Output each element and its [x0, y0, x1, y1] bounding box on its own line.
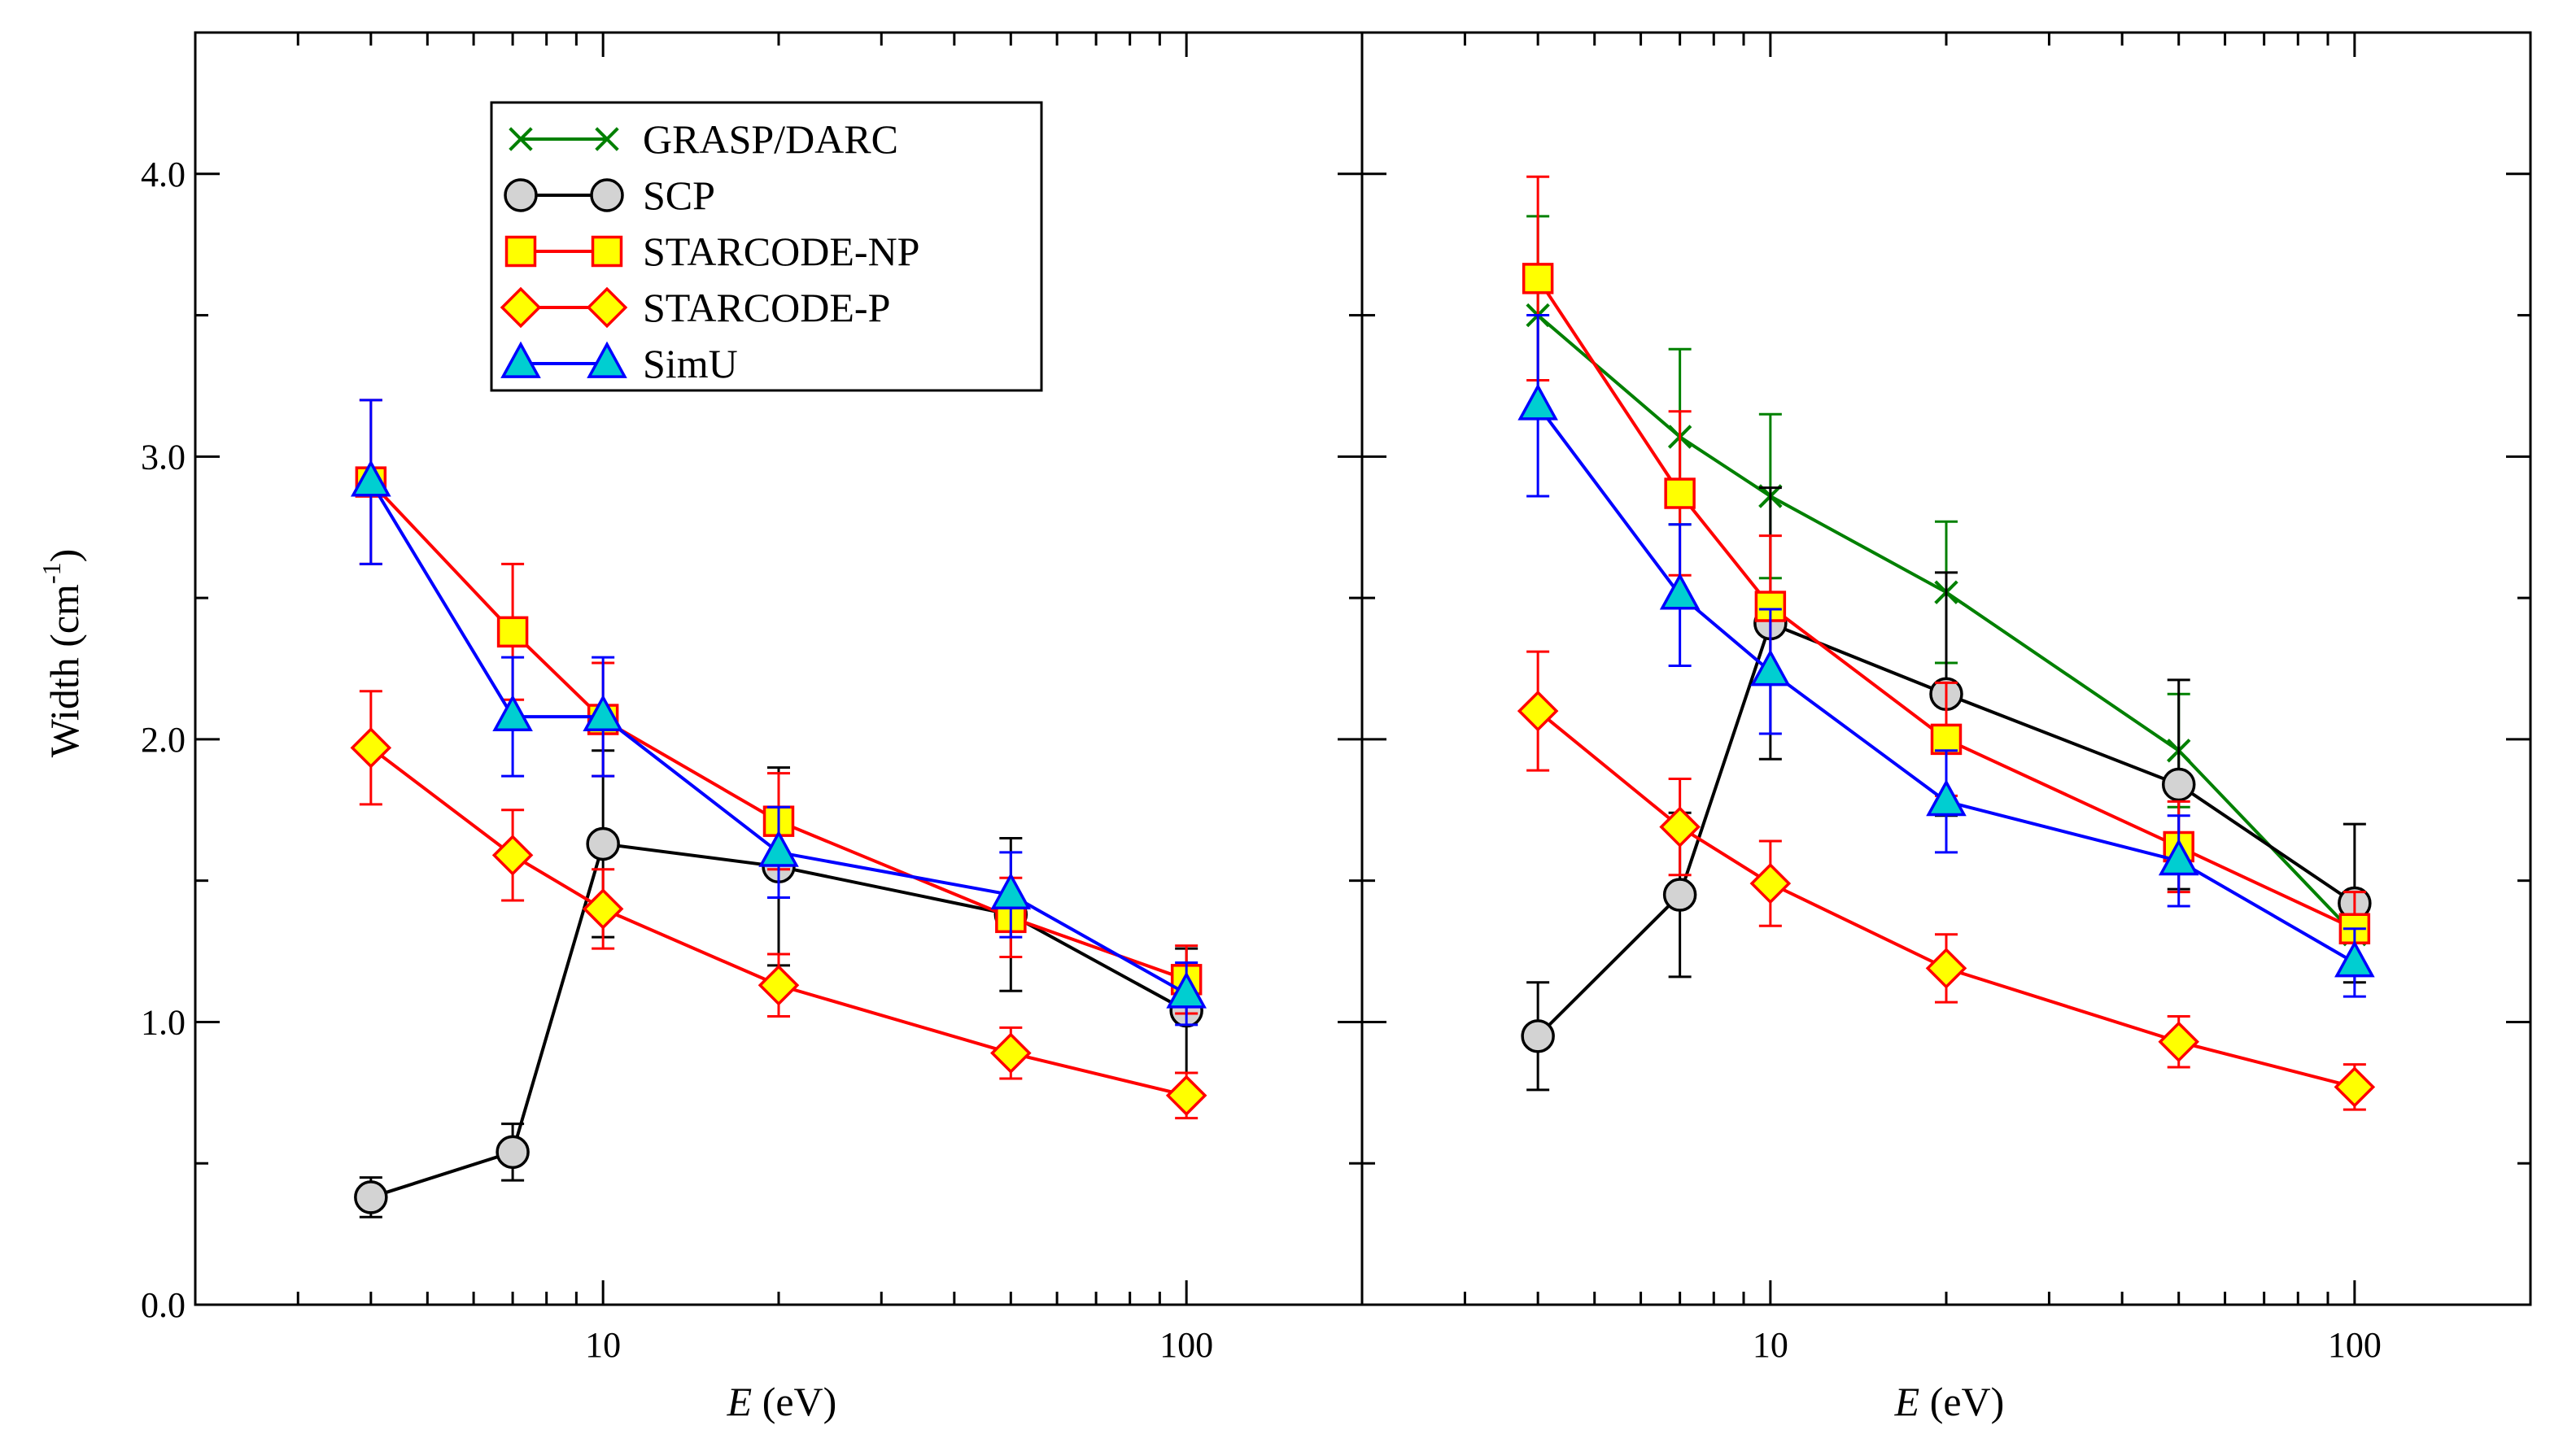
data-point-starcode-p — [2158, 1021, 2199, 1063]
legend-box — [490, 101, 1043, 392]
x-axis-unit-right: (eV) — [1919, 1379, 2004, 1424]
data-point-simu — [492, 694, 533, 731]
data-point-scp — [354, 1180, 388, 1214]
data-point-simu — [1166, 971, 1207, 1009]
legend-marker — [587, 341, 627, 378]
data-point-starcode-p — [758, 964, 800, 1006]
y-tick-label: 2.0 — [141, 720, 186, 760]
data-point-starcode-np — [1664, 477, 1696, 509]
data-point-simu — [1517, 383, 1558, 421]
x-axis-title-left: E (eV) — [727, 1379, 837, 1424]
data-point-simu — [1926, 778, 1967, 817]
data-point-starcode-p — [1517, 690, 1559, 732]
legend-entry-starcode-np: STARCODE-NP — [504, 229, 919, 274]
data-point-starcode-p — [990, 1032, 1032, 1074]
y-tick-label: 3.0 — [141, 437, 186, 477]
series-line — [1536, 277, 2356, 931]
series-simu-left — [351, 399, 1207, 1027]
legend-marker — [586, 286, 628, 329]
series-line — [1536, 709, 2356, 1089]
data-point-scp — [496, 1135, 530, 1170]
series-line — [1536, 404, 2356, 965]
y-axis-title: Width (cm-1) — [37, 549, 87, 758]
legend-label: STARCODE-NP — [643, 229, 919, 274]
series-line — [369, 481, 1187, 982]
series-line — [369, 746, 1187, 1097]
x-tick-label: 100 — [2328, 1325, 2382, 1365]
data-point-simu — [758, 830, 799, 867]
data-point-starcode-p — [1749, 862, 1792, 905]
data-point-starcode-p — [582, 888, 624, 930]
data-point-starcode-p — [2334, 1066, 2376, 1108]
data-point-simu — [990, 872, 1032, 909]
data-point-scp — [2161, 767, 2196, 802]
data-point-starcode-p — [1925, 948, 1967, 989]
data-point-scp — [1662, 878, 1697, 912]
data-point-scp — [586, 826, 620, 861]
data-point-starcode-p — [491, 835, 534, 876]
y-tick-label: 0.0 — [141, 1285, 186, 1325]
legend-entry-starcode-p: STARCODE-P — [500, 285, 890, 330]
data-point-starcode-np — [496, 616, 529, 648]
legend-label: SimU — [643, 341, 738, 386]
legend-entry-simu: SimU — [500, 341, 738, 386]
legend-marker — [500, 341, 541, 378]
series-starcode-p-right — [1517, 650, 2376, 1111]
x-axis-unit-left: (eV) — [752, 1379, 836, 1424]
x-tick-label: 10 — [1753, 1325, 1788, 1365]
x-axis-title-right: E (eV) — [1894, 1379, 2005, 1424]
plot-frame-right — [1360, 31, 2532, 1306]
data-point-starcode-p — [1659, 806, 1701, 848]
legend-marker — [590, 178, 624, 212]
legend-marker — [504, 235, 537, 268]
data-point-simu — [583, 694, 623, 731]
x-tick-label: 100 — [1159, 1325, 1213, 1365]
x-axis-var-left: E — [727, 1379, 753, 1424]
series-line — [370, 842, 1188, 1199]
y-tick-label: 1.0 — [141, 1002, 186, 1042]
y-axis-title-main: Width (cm — [41, 584, 87, 757]
y-axis-title-close: ) — [41, 549, 87, 563]
x-tick-label: 10 — [585, 1325, 621, 1365]
panel-left — [350, 399, 1207, 1218]
data-point-starcode-p — [350, 727, 392, 769]
legend-label: SCP — [643, 172, 715, 218]
data-point-simu — [351, 460, 391, 497]
data-point-starcode-np — [1930, 723, 1963, 756]
x-axis-var-right: E — [1894, 1379, 1920, 1424]
data-point-starcode-np — [1522, 263, 1554, 294]
data-point-starcode-p — [1165, 1075, 1207, 1117]
data-point-simu — [1750, 649, 1791, 687]
legend-entry-grasp-darc: GRASP/DARC — [509, 116, 898, 162]
legend-label: STARCODE-P — [643, 285, 890, 330]
y-tick-label: 4.0 — [141, 155, 186, 194]
data-point-simu — [2158, 838, 2199, 876]
legend-marker — [500, 286, 542, 329]
legend-marker — [595, 127, 619, 151]
series-starcode-p-left — [350, 690, 1207, 1120]
legend-marker — [509, 127, 533, 151]
series-simu-right — [1517, 314, 2375, 998]
data-point-simu — [2334, 940, 2375, 978]
legend-marker — [591, 235, 623, 268]
legend-entry-scp: SCP — [504, 172, 715, 218]
panel-right — [1517, 175, 2376, 1111]
legend-label: GRASP/DARC — [643, 116, 898, 162]
legend-marker — [504, 178, 538, 212]
series-line — [1536, 621, 2356, 1038]
frame-layer: 10 100 0.0 1.0 2.0 3.0 4.0 10 100 — [141, 31, 2532, 1365]
y-axis-title-sup: -1 — [37, 562, 66, 584]
data-point-scp — [1521, 1019, 1555, 1053]
series-line — [369, 481, 1188, 996]
data-point-simu — [1659, 573, 1701, 610]
legend: GRASP/DARC SCP STARCODE-NP STARCODE-P SimU — [490, 101, 1043, 392]
series-line — [1536, 314, 2356, 936]
panels-layer — [350, 175, 2376, 1218]
